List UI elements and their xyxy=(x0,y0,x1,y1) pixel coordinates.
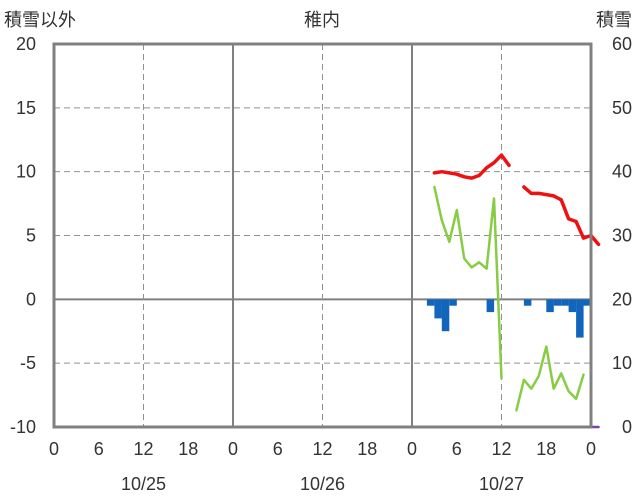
right-tick-labels: 60 50 40 30 20 10 0 xyxy=(612,34,632,437)
right-tick-label: 0 xyxy=(622,417,632,437)
left-tick-labels: 20 15 10 5 0 -5 -10 xyxy=(10,34,36,437)
x-tick-label: 0 xyxy=(49,439,59,459)
precip-bar xyxy=(486,299,495,313)
x-tick-label: 12 xyxy=(133,439,153,459)
right-tick-label: 20 xyxy=(612,289,632,309)
x-tick-label: 18 xyxy=(178,439,198,459)
x-tick-label: 0 xyxy=(586,439,596,459)
date-label: 10/26 xyxy=(300,474,345,494)
left-tick-label: 15 xyxy=(16,98,36,118)
x-tick-label: 12 xyxy=(312,439,332,459)
x-tick-label: 0 xyxy=(407,439,417,459)
right-tick-label: 30 xyxy=(612,226,632,246)
date-label: 10/25 xyxy=(121,474,166,494)
series-line xyxy=(432,153,511,180)
series-lines xyxy=(432,153,601,429)
x-tick-label: 18 xyxy=(357,439,377,459)
x-tick-labels: 0 6 12 18 0 6 12 18 0 6 12 18 0 xyxy=(49,439,596,459)
left-tick-label: 0 xyxy=(26,289,36,309)
precip-bar xyxy=(434,299,442,319)
precip-bar xyxy=(553,299,562,306)
precip-bar xyxy=(576,299,584,338)
series-line xyxy=(522,185,601,247)
precipitation-bars xyxy=(426,299,591,338)
series-line xyxy=(433,185,503,380)
right-tick-label: 50 xyxy=(612,98,632,118)
precip-bar xyxy=(561,299,569,306)
x-tick-label: 6 xyxy=(94,439,104,459)
precip-bar xyxy=(449,299,457,306)
plot-frame xyxy=(52,42,593,429)
x-tick-label: 12 xyxy=(491,439,511,459)
left-tick-label: 20 xyxy=(16,34,36,54)
right-tick-label: 10 xyxy=(612,353,632,373)
precip-bar xyxy=(568,299,577,313)
left-axis-label: 積雪以外 xyxy=(4,10,76,30)
left-tick-label: -10 xyxy=(10,417,36,437)
x-tick-label: 0 xyxy=(228,439,238,459)
precip-bar xyxy=(523,299,532,306)
left-tick-label: 5 xyxy=(26,226,36,246)
precip-bar xyxy=(583,299,591,306)
series-line xyxy=(515,345,585,412)
right-axis-label: 積雪 xyxy=(596,10,632,30)
date-label: 10/27 xyxy=(479,474,524,494)
left-tick-label: 10 xyxy=(16,162,36,182)
right-tick-label: 60 xyxy=(612,34,632,54)
grid xyxy=(54,44,591,427)
x-tick-label: 6 xyxy=(452,439,462,459)
right-tick-label: 40 xyxy=(612,162,632,182)
precip-bar xyxy=(426,299,435,306)
precip-bar xyxy=(441,299,450,332)
left-tick-label: -5 xyxy=(20,353,36,373)
x-tick-label: 6 xyxy=(273,439,283,459)
precip-bar xyxy=(546,299,554,313)
date-labels: 10/25 10/26 10/27 xyxy=(121,474,524,494)
x-tick-label: 18 xyxy=(536,439,556,459)
chart-title: 稚内 xyxy=(304,10,340,30)
